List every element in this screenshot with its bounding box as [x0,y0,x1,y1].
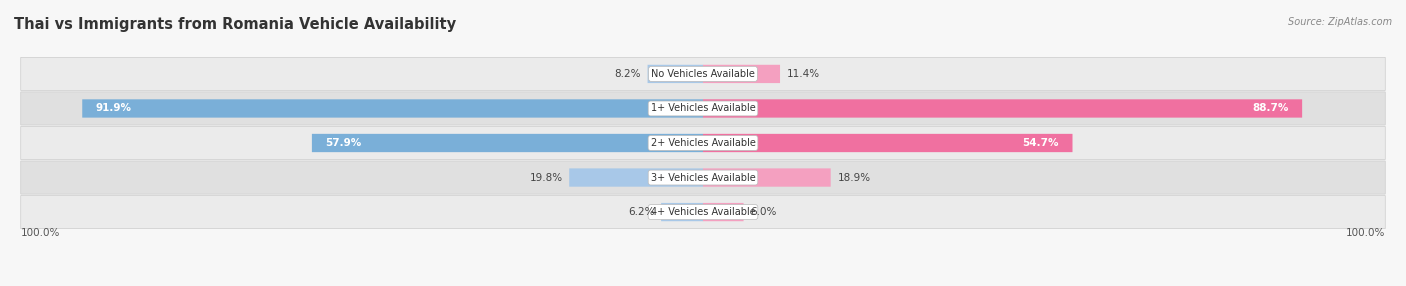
Text: 91.9%: 91.9% [96,104,132,114]
FancyBboxPatch shape [312,134,703,152]
Text: 2+ Vehicles Available: 2+ Vehicles Available [651,138,755,148]
Text: 1+ Vehicles Available: 1+ Vehicles Available [651,104,755,114]
Text: 100.0%: 100.0% [1346,229,1385,239]
Text: No Vehicles Available: No Vehicles Available [651,69,755,79]
FancyBboxPatch shape [703,99,1302,118]
Text: 11.4%: 11.4% [787,69,820,79]
FancyBboxPatch shape [703,65,780,83]
FancyBboxPatch shape [648,65,703,83]
Text: 18.9%: 18.9% [838,172,870,182]
Text: 88.7%: 88.7% [1253,104,1289,114]
FancyBboxPatch shape [21,57,1385,90]
Text: 3+ Vehicles Available: 3+ Vehicles Available [651,172,755,182]
FancyBboxPatch shape [21,126,1385,160]
Text: Thai vs Immigrants from Romania Vehicle Availability: Thai vs Immigrants from Romania Vehicle … [14,17,456,32]
FancyBboxPatch shape [21,161,1385,194]
Text: 100.0%: 100.0% [21,229,60,239]
FancyBboxPatch shape [703,203,744,221]
Text: 54.7%: 54.7% [1022,138,1059,148]
FancyBboxPatch shape [82,99,703,118]
Text: 8.2%: 8.2% [614,69,641,79]
Text: 4+ Vehicles Available: 4+ Vehicles Available [651,207,755,217]
FancyBboxPatch shape [703,168,831,187]
Text: Source: ZipAtlas.com: Source: ZipAtlas.com [1288,17,1392,27]
FancyBboxPatch shape [703,134,1073,152]
Text: 6.2%: 6.2% [628,207,654,217]
FancyBboxPatch shape [21,196,1385,229]
Text: 19.8%: 19.8% [530,172,562,182]
FancyBboxPatch shape [569,168,703,187]
Text: 57.9%: 57.9% [325,138,361,148]
FancyBboxPatch shape [21,92,1385,125]
Text: 6.0%: 6.0% [751,207,776,217]
FancyBboxPatch shape [661,203,703,221]
